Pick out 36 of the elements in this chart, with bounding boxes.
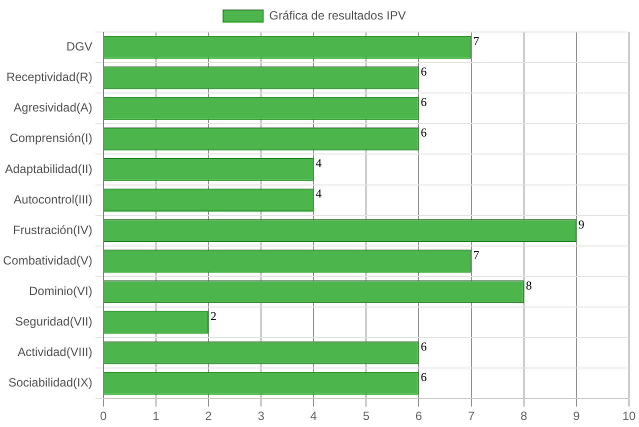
x-tick-label: 3 (258, 409, 265, 424)
data-label: 6 (420, 370, 427, 384)
x-tick-label: 4 (310, 409, 318, 424)
x-tick-label: 5 (362, 409, 370, 424)
y-tick-label: Dominio(VI) (29, 284, 92, 298)
data-label: 6 (420, 126, 427, 140)
x-tick-label: 0 (100, 409, 108, 424)
y-tick-label: Seguridad(VII) (14, 314, 92, 329)
x-tick-label: 1 (152, 409, 160, 424)
data-label: 2 (210, 308, 216, 323)
y-tick-label: DGV (66, 40, 92, 54)
data-label: 6 (420, 95, 427, 110)
y-tick-label: Receptividad(R) (6, 70, 92, 84)
y-tick-label: Sociabilidad(IX) (8, 376, 92, 390)
data-label: 4 (316, 156, 322, 170)
y-tick-label: Comprensión(I) (10, 131, 92, 146)
y-tick-label: Frustración(IV) (13, 222, 92, 237)
data-label: 4 (316, 186, 322, 201)
y-tick-label: Agresividad(A) (14, 100, 92, 115)
data-label: 9 (578, 217, 584, 232)
y-tick-label: Adaptabilidad(II) (4, 162, 92, 176)
x-tick-label: 6 (415, 409, 422, 424)
data-label: 7 (473, 248, 480, 262)
x-tick-label: 10 (622, 409, 636, 424)
x-tick-label: 8 (520, 409, 528, 424)
data-label: 6 (420, 339, 427, 354)
y-tick-label: Combatividad(V) (2, 253, 92, 268)
y-tick-label: Autocontrol(III) (14, 192, 92, 206)
y-tick-label: Actividad(VIII) (18, 345, 92, 360)
x-tick-label: 2 (205, 409, 212, 424)
data-label: 6 (420, 64, 427, 79)
data-label: 7 (473, 34, 480, 48)
x-tick-label: 9 (573, 409, 580, 424)
x-tick-label: 7 (468, 409, 475, 424)
data-label: 8 (526, 278, 532, 292)
legend-label: Gráfica de resultados IPV (269, 8, 406, 22)
